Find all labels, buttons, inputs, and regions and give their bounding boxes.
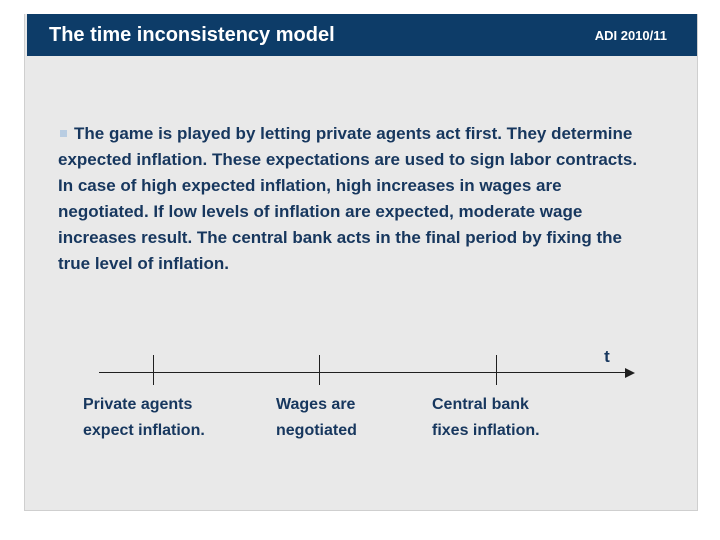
event-label-line: Wages are <box>276 396 356 413</box>
event-label-line: negotiated <box>276 422 357 439</box>
paragraph-line: In case of high expected inflation, high… <box>58 176 562 195</box>
time-axis-label: t <box>604 347 610 366</box>
event-label-line: Central bank <box>432 396 529 413</box>
course-code: ADI 2010/11 <box>594 27 667 43</box>
paragraph-line: increases result. The central bank acts … <box>58 228 622 247</box>
paragraph-line: negotiated. If low levels of inflation a… <box>58 202 583 221</box>
timeline-event-label: Central bank fixes inflation. <box>432 392 540 444</box>
tick-mark <box>153 355 154 385</box>
event-label-line: expect inflation. <box>83 422 205 439</box>
paragraph-line-text: The game is played by letting private ag… <box>74 124 633 143</box>
timeline-axis <box>99 372 626 373</box>
slide-title: The time inconsistency model <box>49 23 335 46</box>
slide-header: The time inconsistency model ADI 2010/11 <box>27 14 697 56</box>
bullet-paragraph: The game is played by letting private ag… <box>58 121 678 277</box>
tick-mark <box>319 355 320 385</box>
event-label-line: Private agents <box>83 396 193 413</box>
timeline-event-label: Wages are negotiated <box>276 392 357 444</box>
timeline-event-label: Private agents expect inflation. <box>83 392 205 444</box>
paragraph-line: The game is played by letting private ag… <box>58 121 678 147</box>
slide: The time inconsistency model ADI 2010/11… <box>24 14 698 511</box>
square-bullet-icon <box>60 130 67 138</box>
paragraph-line: true level of inflation. <box>58 254 229 273</box>
arrow-right-icon <box>625 367 635 378</box>
event-label-line: fixes inflation. <box>432 422 540 439</box>
paragraph-line: expected inflation. These expectations a… <box>58 150 638 169</box>
tick-mark <box>496 355 497 385</box>
